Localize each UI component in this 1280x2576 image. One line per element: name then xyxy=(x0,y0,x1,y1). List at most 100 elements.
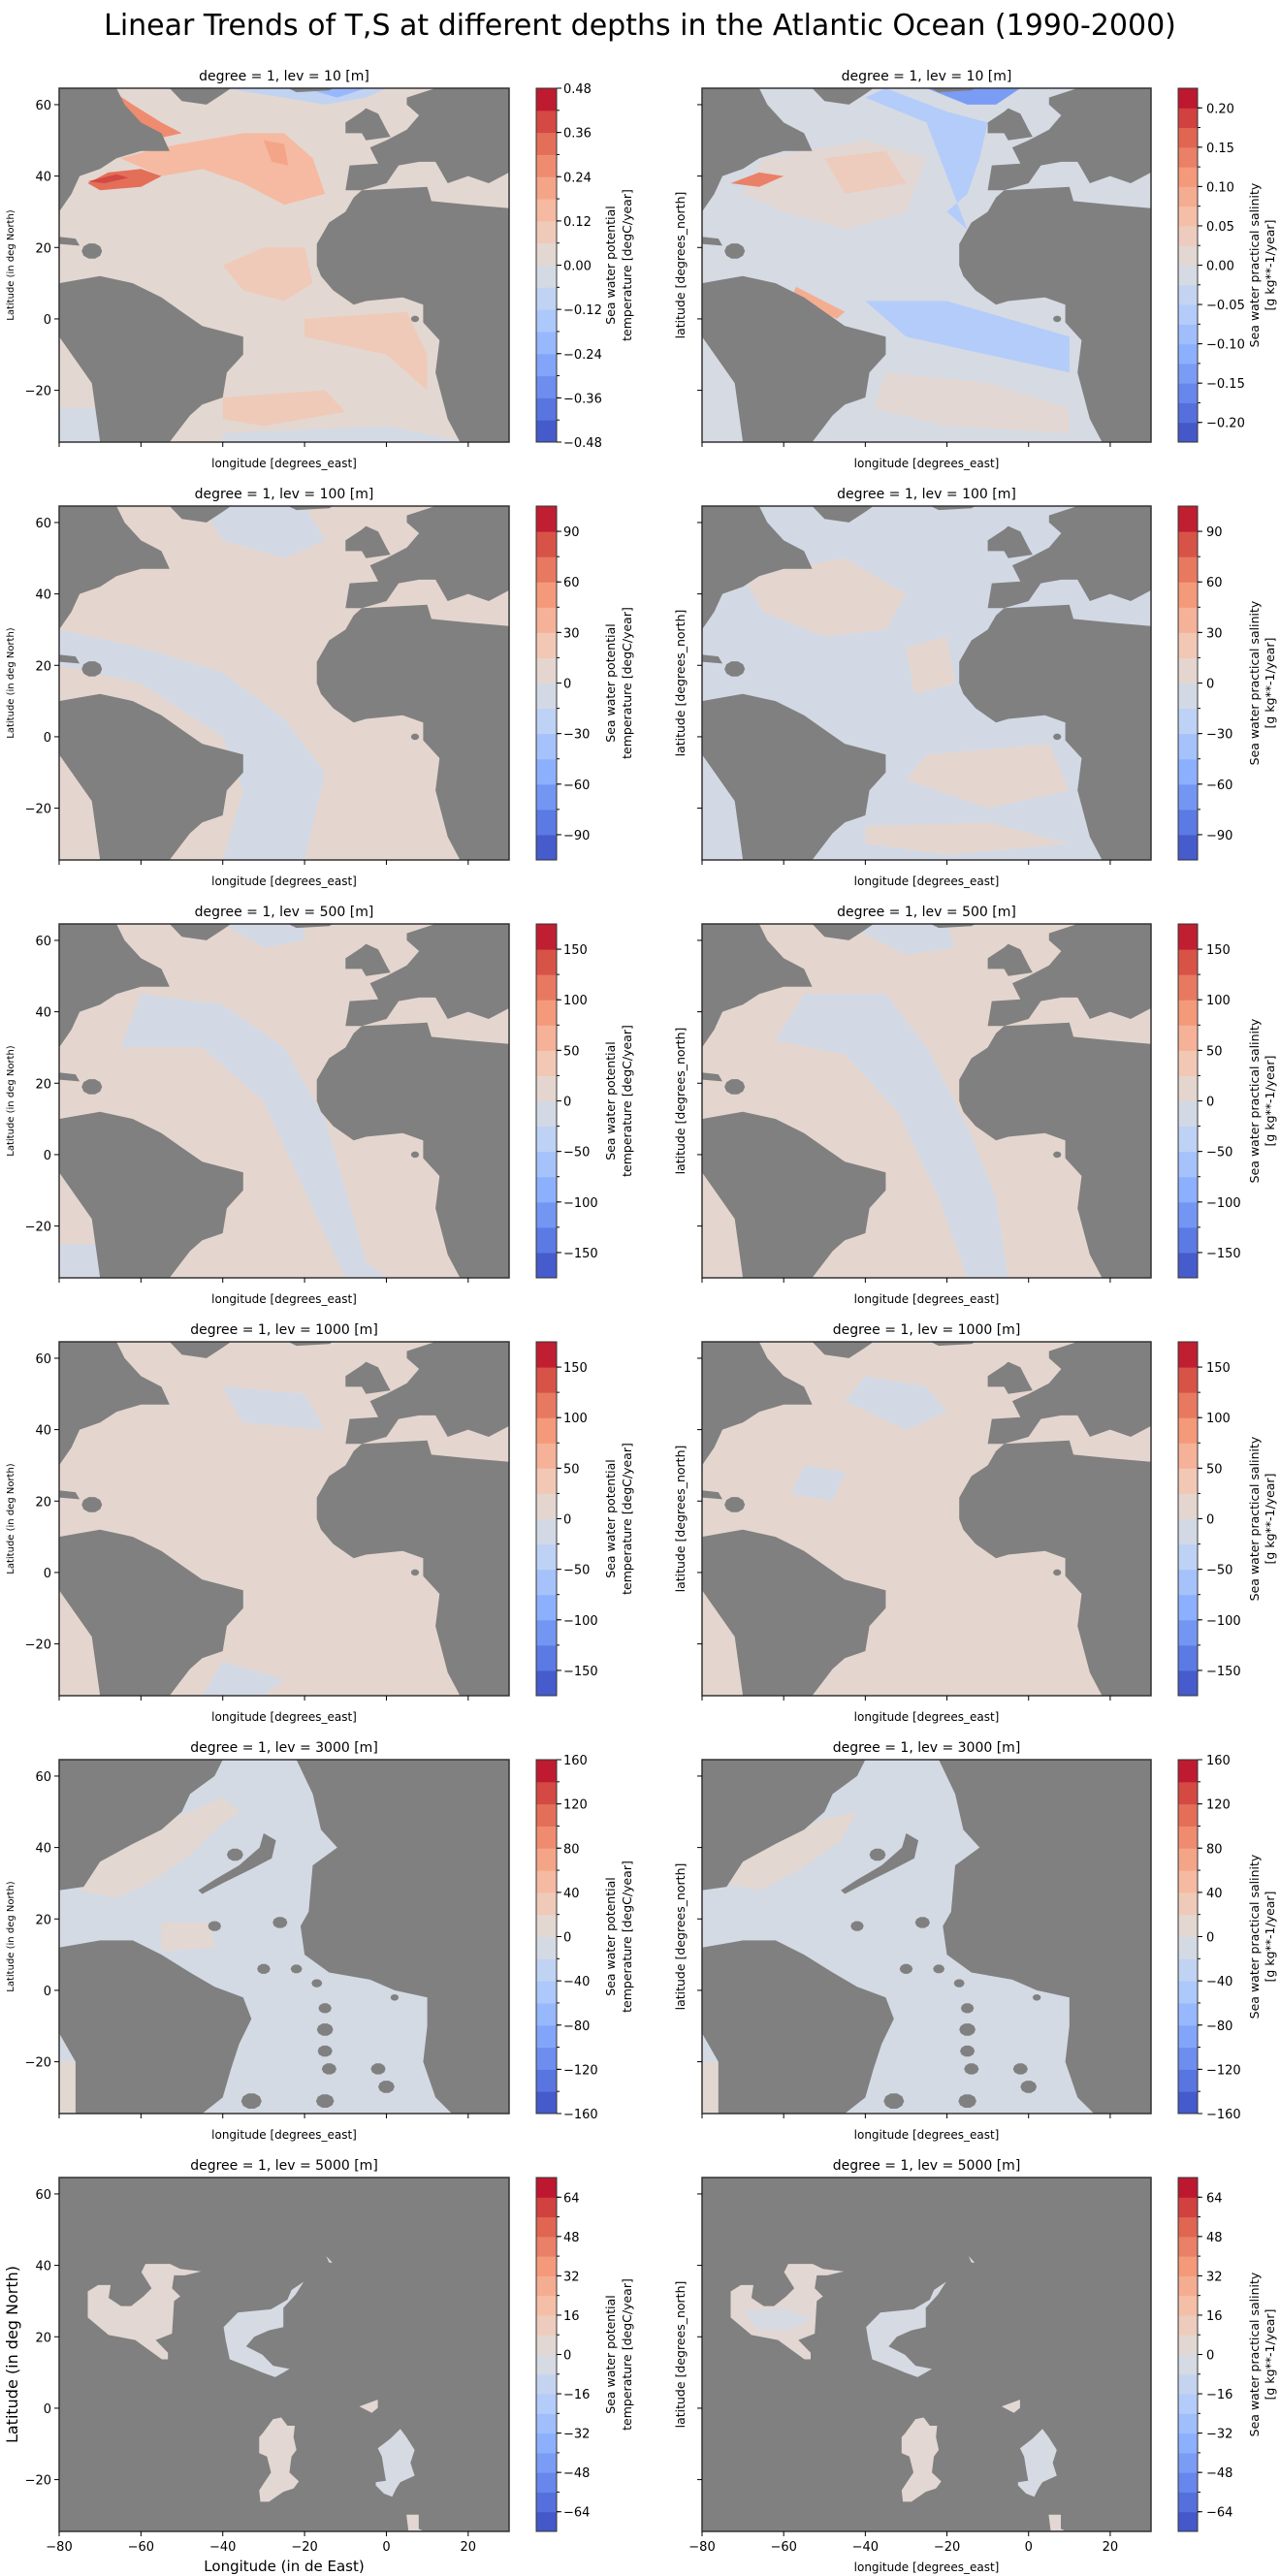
land-mask xyxy=(59,1760,223,1891)
contour-patch xyxy=(359,2400,378,2413)
colorbar-bin xyxy=(1178,1443,1198,1469)
land-mask xyxy=(883,2093,905,2109)
colorbar-tick-label: 150 xyxy=(563,1361,588,1376)
panel-salinity-100m: degree = 1, lev = 100 [m] longitude [degr… xyxy=(673,487,1277,888)
y-axis-label: latitude [degrees_north] xyxy=(673,1446,688,1593)
panel-title: degree = 1, lev = 3000 [m] xyxy=(833,1740,1021,1756)
land-mask xyxy=(81,1497,103,1512)
panel-salinity-3000m: degree = 1, lev = 3000 [m] longitude [deg… xyxy=(673,1740,1277,2142)
colorbar-bin xyxy=(536,1252,557,1279)
colorbar-bin xyxy=(1178,1803,1198,1827)
colorbar-tick-label: 150 xyxy=(563,943,588,958)
x-axis-label: longitude [degrees_east] xyxy=(854,1292,1000,1306)
colorbar-bin xyxy=(536,2236,557,2257)
y-axis-label: Latitude (in deg North) xyxy=(6,1881,16,1992)
land-mask xyxy=(959,1022,1151,1278)
contour-patch xyxy=(743,557,907,637)
colorbar-bin xyxy=(536,809,557,836)
colorbar-bin xyxy=(1178,1892,1198,1916)
contour-patch xyxy=(120,994,387,1278)
colorbar-label: Sea water practical salinity xyxy=(1247,1436,1262,1601)
x-tick-label: −20 xyxy=(291,2540,317,2555)
colorbar-bin xyxy=(1178,2197,1198,2218)
contour-patch xyxy=(304,311,428,391)
colorbar-bin xyxy=(536,154,557,177)
contour-patch xyxy=(87,174,129,183)
colorbar-bin xyxy=(536,2002,557,2026)
colorbar-bin xyxy=(536,2373,557,2395)
x-axis-label: longitude [degrees_east] xyxy=(211,1292,357,1306)
colorbar-bin xyxy=(1178,1252,1198,1279)
land-mask xyxy=(410,733,420,741)
y-tick-label: 0 xyxy=(44,1567,51,1581)
colorbar-tick-label: −60 xyxy=(563,779,590,793)
y-tick-label: 40 xyxy=(35,1842,51,1857)
colorbar-bin xyxy=(1178,2472,1198,2493)
colorbar-tick-label: 0 xyxy=(1206,1931,1214,1946)
colorbar-bin xyxy=(1178,1050,1198,1076)
land-mask xyxy=(318,2003,332,2014)
colorbar-label: temperature [degC/year] xyxy=(620,2278,634,2431)
colorbar-tick-label: 0.00 xyxy=(563,260,592,274)
land-mask xyxy=(316,1022,509,1278)
map-plot-area xyxy=(702,1342,1151,1696)
land-mask xyxy=(81,1079,103,1095)
figure-title: Linear Trends of T,S at different depths… xyxy=(104,9,1176,43)
colorbar-label: [g kg**-1/year] xyxy=(1263,1892,1277,1983)
colorbar-bin xyxy=(1178,88,1198,109)
colorbar-bin xyxy=(536,2047,557,2070)
y-tick-label: 20 xyxy=(35,1495,51,1510)
x-tick-label: 0 xyxy=(1025,2540,1033,2555)
y-axis-label: Latitude (in deg North) xyxy=(3,2266,21,2443)
colorbar-tick-label: 30 xyxy=(563,626,580,641)
colorbar-bin xyxy=(1178,1075,1198,1101)
colorbar-tick-label: −48 xyxy=(1206,2466,1232,2481)
colorbar-bin xyxy=(536,88,557,111)
land-mask xyxy=(959,2023,976,2036)
colorbar-bin xyxy=(536,657,557,684)
colorbar-tick-label: −100 xyxy=(563,1614,598,1629)
y-axis-label: latitude [degrees_north] xyxy=(673,1863,688,2011)
land-mask xyxy=(1053,733,1062,741)
colorbar-bin xyxy=(536,974,557,1001)
land-mask xyxy=(702,506,813,630)
colorbar-bin xyxy=(536,2275,557,2297)
colorbar-bin xyxy=(1178,1543,1198,1571)
colorbar-tick-label: 30 xyxy=(1206,626,1223,641)
colorbar-bin xyxy=(1178,225,1198,246)
colorbar-bin xyxy=(536,708,557,735)
colorbar-label: Sea water potential xyxy=(603,1459,618,1577)
land-mask xyxy=(390,1994,400,2001)
colorbar-bin xyxy=(536,506,557,532)
land-mask xyxy=(288,88,334,93)
colorbar-tick-label: −90 xyxy=(563,829,590,843)
contour-patch xyxy=(161,1923,215,1952)
colorbar-bin xyxy=(536,1000,557,1026)
colorbar-tick-label: 40 xyxy=(1206,1887,1223,1901)
colorbar-tick-label: −0.05 xyxy=(1206,299,1245,313)
colorbar-bin xyxy=(536,1803,557,1827)
colorbar-tick-label: −50 xyxy=(563,1564,590,1578)
colorbar-bin xyxy=(1178,186,1198,207)
y-tick-label: 0 xyxy=(44,2402,51,2417)
colorbar-bin xyxy=(1178,2354,1198,2375)
colorbar-bin xyxy=(536,309,557,333)
land-mask xyxy=(958,2094,976,2108)
colorbar-bin xyxy=(536,2091,557,2115)
map-plot-area xyxy=(702,924,1151,1278)
colorbar-bin xyxy=(1178,1644,1198,1671)
colorbar-tick-label: −32 xyxy=(563,2428,590,2442)
colorbar-bin xyxy=(536,1050,557,1076)
colorbar-tick-label: −100 xyxy=(1206,1614,1241,1629)
land-mask xyxy=(345,1361,391,1394)
y-tick-label: −20 xyxy=(25,385,51,399)
colorbar-bin xyxy=(536,1826,557,1849)
land-mask xyxy=(987,88,1151,191)
colorbar-tick-label: 0 xyxy=(1206,1513,1214,1528)
x-axis-label: longitude [degrees_east] xyxy=(854,457,1000,470)
y-tick-label: −20 xyxy=(25,2474,51,2489)
colorbar-bin xyxy=(536,1025,557,1051)
contour-patch xyxy=(80,1797,240,1898)
colorbar-tick-label: 0.12 xyxy=(563,215,592,230)
land-mask xyxy=(702,237,722,246)
